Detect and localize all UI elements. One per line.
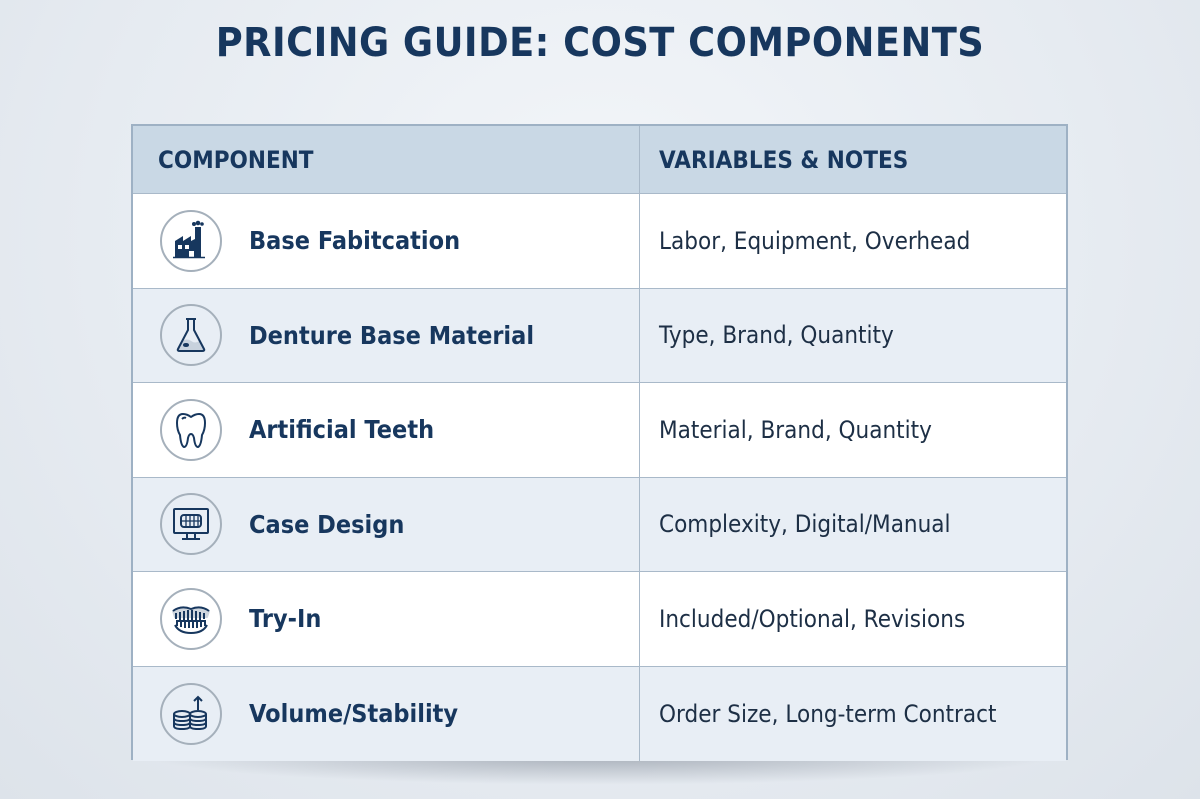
component-name: Volume/Stability: [249, 699, 459, 729]
table-row: Volume/Stability Order Size, Long-term C…: [133, 666, 1066, 762]
table-header-row: COMPONENT VARIABLES & NOTES: [133, 126, 1066, 194]
component-notes: Complexity, Digital/Manual: [659, 510, 951, 539]
notes-cell: Order Size, Long-term Contract: [640, 667, 1066, 762]
component-cell: Case Design: [133, 477, 640, 571]
component-notes: Order Size, Long-term Contract: [659, 699, 997, 728]
component-name: Base Fabitcation: [249, 226, 461, 256]
notes-cell: Type, Brand, Quantity: [640, 289, 1066, 383]
component-notes: Labor, Equipment, Overhead: [659, 226, 971, 255]
component-notes: Included/Optional, Revisions: [659, 604, 966, 633]
header-notes-label: VARIABLES & NOTES: [659, 145, 909, 174]
component-notes: Type, Brand, Quantity: [659, 321, 894, 350]
tooth-icon: [160, 398, 222, 461]
component-cell: Try-In: [133, 572, 640, 666]
component-name: Artificial Teeth: [249, 415, 435, 445]
table-row: Base Fabitcation Labor, Equipment, Overh…: [133, 194, 1066, 289]
monitor-design-icon: [160, 493, 222, 556]
page-title: PRICING GUIDE: COST COMPONENTS: [215, 20, 985, 66]
component-name: Case Design: [249, 509, 405, 539]
factory-icon: [160, 209, 222, 272]
component-cell: Volume/Stability: [133, 666, 640, 761]
notes-cell: Included/Optional, Revisions: [640, 572, 1066, 666]
component-cell: Denture Base Material: [133, 288, 640, 382]
component-notes: Material, Brand, Quantity: [659, 415, 932, 444]
table-row: Try-In Included/Optional, Revisions: [133, 572, 1066, 667]
component-cell: Base Fabitcation: [133, 194, 640, 288]
flask-icon: [160, 304, 222, 367]
component-name: Denture Base Material: [249, 320, 535, 350]
component-name: Try-In: [249, 604, 322, 634]
table-row: Case Design Complexity, Digital/Manual: [133, 477, 1066, 572]
header-component-label: COMPONENT: [158, 145, 314, 174]
notes-cell: Complexity, Digital/Manual: [640, 478, 1066, 572]
notes-cell: Labor, Equipment, Overhead: [640, 194, 1066, 288]
table-row: Denture Base Material Type, Brand, Quant…: [133, 288, 1066, 383]
cost-components-table: COMPONENT VARIABLES & NOTES Base Fabitca…: [131, 124, 1068, 762]
header-cell-notes: VARIABLES & NOTES: [640, 126, 1066, 193]
notes-cell: Material, Brand, Quantity: [640, 383, 1066, 477]
denture-icon: [160, 587, 222, 650]
header-cell-component: COMPONENT: [133, 126, 640, 193]
coins-stack-icon: [160, 682, 222, 745]
table-row: Artificial Teeth Material, Brand, Quanti…: [133, 383, 1066, 478]
component-cell: Artificial Teeth: [133, 383, 640, 477]
